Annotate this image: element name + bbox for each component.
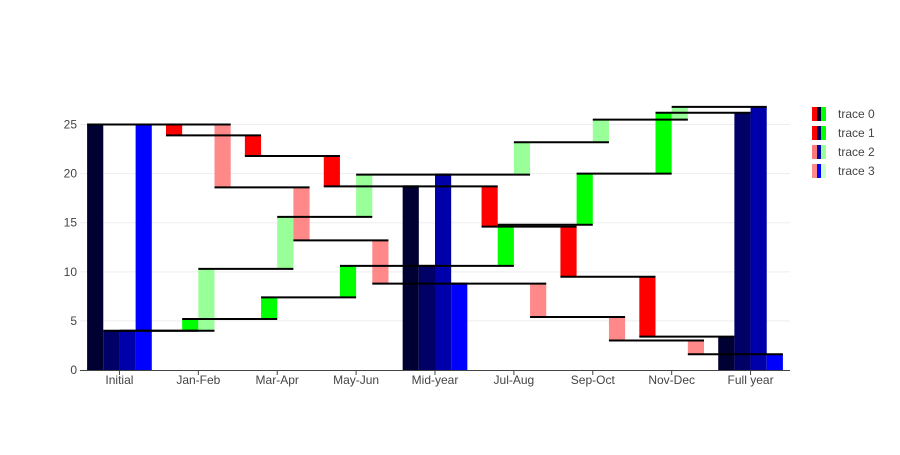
x-tick-label: Mid-year <box>412 373 459 387</box>
bar-trace-2-total <box>435 174 452 370</box>
bar-trace-1-total <box>418 265 435 370</box>
bar-trace-2-total <box>119 330 136 370</box>
bar-trace-3-decreasing <box>608 316 626 341</box>
legend-swatch-part <box>812 144 817 159</box>
bar-trace-0-decreasing <box>323 155 340 187</box>
bar-trace-3-total <box>451 283 468 370</box>
y-tick-label: 5 <box>70 314 77 328</box>
y-tick-label: 0 <box>70 363 77 377</box>
legend-swatch-part <box>821 125 826 140</box>
y-tick-label: 10 <box>64 265 78 279</box>
x-tick-label: Sep-Oct <box>571 373 616 387</box>
y-tick-label: 15 <box>64 216 78 230</box>
legend-swatch-part <box>812 125 817 140</box>
bar-trace-1-increasing <box>497 224 514 266</box>
bar-trace-0-total <box>402 186 419 370</box>
legend-swatch-icon <box>812 106 826 121</box>
bar-trace-0-decreasing <box>244 135 262 156</box>
bar-trace-1-increasing <box>655 112 672 174</box>
x-tick-label: Full year <box>728 373 774 387</box>
bar-trace-2-increasing <box>198 268 215 331</box>
legend-swatch-icon <box>812 144 826 159</box>
legend-item[interactable]: trace 3 <box>812 161 896 180</box>
legend-swatch-part <box>817 163 821 178</box>
bar-trace-0-decreasing <box>639 276 656 337</box>
connector-lines <box>87 105 783 356</box>
bar-trace-2-increasing <box>592 119 609 143</box>
bar-trace-2-total <box>750 106 767 370</box>
bar-trace-2-increasing <box>356 174 373 217</box>
bar-trace-1-increasing <box>339 265 357 298</box>
bar-trace-2-increasing <box>513 142 531 175</box>
bar-trace-3-decreasing <box>687 340 705 355</box>
y-tick-label: 25 <box>64 118 78 132</box>
legend-item[interactable]: trace 0 <box>812 104 896 123</box>
x-tick-label: Jul-Aug <box>494 373 535 387</box>
legend-swatch-part <box>817 106 821 121</box>
legend-swatch-part <box>821 106 826 121</box>
bar-trace-0-total <box>87 124 104 370</box>
x-tick-label: Nov-Dec <box>648 373 695 387</box>
legend-swatch-icon <box>812 163 826 178</box>
legend-label: trace 2 <box>838 144 875 159</box>
legend-swatch-part <box>817 125 821 140</box>
bar-trace-3-total <box>135 124 152 370</box>
bar-trace-1-total <box>734 112 751 370</box>
x-tick-label: Initial <box>105 373 133 387</box>
bar-trace-3-decreasing <box>372 240 389 284</box>
bar-trace-3-decreasing <box>214 124 231 188</box>
axes: 0 5 10 15 20 25 Initial Jan-Feb Mar-Apr May-Jun Mi… <box>64 118 790 387</box>
bar-trace-3-total <box>766 354 783 370</box>
bar-trace-1-total <box>103 330 120 370</box>
legend-swatch-part <box>821 163 826 178</box>
legend-swatch-part <box>821 144 826 159</box>
bar-trace-1-increasing <box>182 318 199 331</box>
bar-trace-2-increasing <box>277 216 294 269</box>
bar-trace-0-decreasing <box>481 186 498 227</box>
legend-label: trace 3 <box>838 163 875 178</box>
bar-trace-3-decreasing <box>293 187 310 241</box>
legend: trace 0 trace 1 trace 2 trace 3 <box>812 104 896 180</box>
legend-item[interactable]: trace 2 <box>812 142 896 161</box>
legend-swatch-part <box>817 144 821 159</box>
bar-trace-1-increasing <box>261 297 278 319</box>
bar-trace-1-increasing <box>576 173 593 225</box>
legend-label: trace 1 <box>838 125 875 140</box>
y-tick-label: 20 <box>64 167 78 181</box>
legend-swatch-part <box>812 163 817 178</box>
bar-trace-0-decreasing <box>560 226 577 277</box>
bar-trace-3-decreasing <box>530 283 547 317</box>
legend-swatch-part <box>812 106 817 121</box>
legend-swatch-icon <box>812 125 826 140</box>
legend-item[interactable]: trace 1 <box>812 123 896 142</box>
plot-area <box>87 106 783 370</box>
x-tick-label: Mar-Apr <box>256 373 299 387</box>
x-tick-label: Jan-Feb <box>176 373 220 387</box>
legend-label: trace 0 <box>838 106 875 121</box>
bar-trace-0-decreasing <box>165 124 183 136</box>
x-tick-label: May-Jun <box>333 373 379 387</box>
